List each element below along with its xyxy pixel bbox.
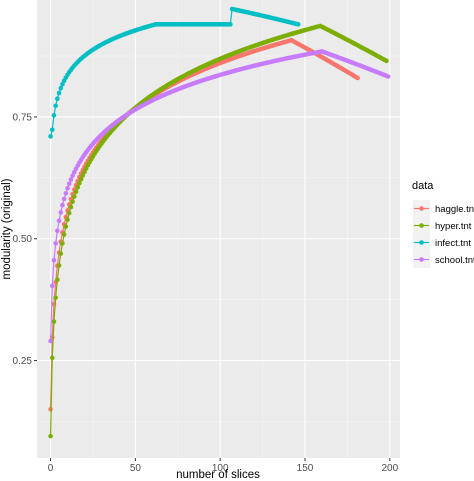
legend-key-point: [419, 206, 424, 211]
data-point: [68, 204, 74, 210]
data-point: [48, 134, 53, 139]
data-point: [56, 218, 62, 224]
legend-key-point: [419, 223, 424, 228]
data-point: [55, 96, 60, 101]
data-point: [60, 81, 65, 87]
legend-key-point: [419, 240, 424, 245]
series-infect-tnt: [48, 6, 301, 139]
data-point: [58, 210, 64, 215]
y-tick-label: 0.75: [13, 112, 33, 123]
data-point: [55, 277, 60, 283]
data-point: [63, 224, 69, 229]
legend-key-point: [419, 257, 424, 262]
data-point: [228, 22, 233, 27]
data-point: [48, 433, 53, 439]
axes-layer: 0 50 100 150 200 0.25 0.50 0.75: [13, 112, 399, 474]
legend-label: school.tnt: [435, 255, 474, 266]
data-point: [60, 202, 65, 208]
y-tick-label: 0.25: [13, 356, 33, 367]
data-point: [355, 75, 360, 81]
data-point: [75, 185, 81, 190]
data-point: [56, 90, 62, 96]
y-axis-title: modularity (original): [1, 178, 13, 279]
data-point: [80, 173, 86, 178]
legend-label: infect.tnt: [435, 238, 471, 249]
data-point: [60, 241, 65, 246]
series-layer: [48, 6, 391, 439]
data-point: [53, 103, 58, 109]
series-school-tnt: [48, 49, 391, 344]
data-point: [70, 173, 75, 178]
data-point: [53, 295, 58, 300]
data-point: [385, 74, 391, 79]
data-point: [51, 319, 57, 324]
data-point: [49, 355, 55, 361]
data-point: [49, 127, 55, 133]
x-tick-label: 150: [297, 463, 314, 474]
x-tick-label: 200: [381, 463, 398, 474]
data-point: [51, 113, 57, 118]
data-point: [61, 232, 67, 237]
legend-title: data: [412, 180, 434, 192]
legend: data haggle.tnt hyper.tnt infect.tnt school…: [412, 180, 474, 268]
legend-label: haggle.tnt: [435, 204, 474, 215]
x-tick-label: 50: [130, 463, 142, 474]
data-point: [78, 176, 84, 182]
data-point: [295, 22, 301, 27]
data-point: [82, 169, 87, 175]
data-point: [58, 251, 64, 256]
data-point: [73, 189, 79, 195]
x-axis-title: number of slices: [176, 469, 260, 481]
data-point: [63, 191, 69, 196]
data-point: [55, 228, 60, 234]
data-point: [77, 180, 82, 186]
data-point: [384, 58, 389, 64]
data-point: [53, 241, 58, 246]
data-point: [72, 194, 77, 199]
y-tick-label: 0.50: [13, 234, 33, 245]
data-point: [49, 283, 55, 289]
data-point: [58, 86, 64, 91]
data-point: [66, 181, 72, 187]
data-point: [68, 177, 74, 182]
legend-item: haggle.tnt: [413, 200, 474, 217]
data-point: [65, 217, 70, 222]
data-point: [61, 196, 67, 202]
grid-minor: [37, 0, 400, 458]
data-point: [56, 263, 62, 268]
data-point: [70, 199, 75, 204]
data-point: [51, 257, 57, 263]
legend-label: hyper.tnt: [435, 221, 472, 232]
x-tick-label: 100: [212, 463, 229, 474]
data-point: [66, 210, 72, 216]
legend-item: hyper.tnt: [413, 217, 472, 234]
legend-items: haggle.tnt hyper.tnt infect.tnt school.tnt: [413, 200, 474, 268]
x-tick-label: 0: [48, 463, 54, 474]
data-point: [48, 338, 53, 344]
data-point: [65, 185, 70, 191]
legend-item: infect.tnt: [413, 234, 471, 251]
legend-item: school.tnt: [413, 251, 474, 268]
